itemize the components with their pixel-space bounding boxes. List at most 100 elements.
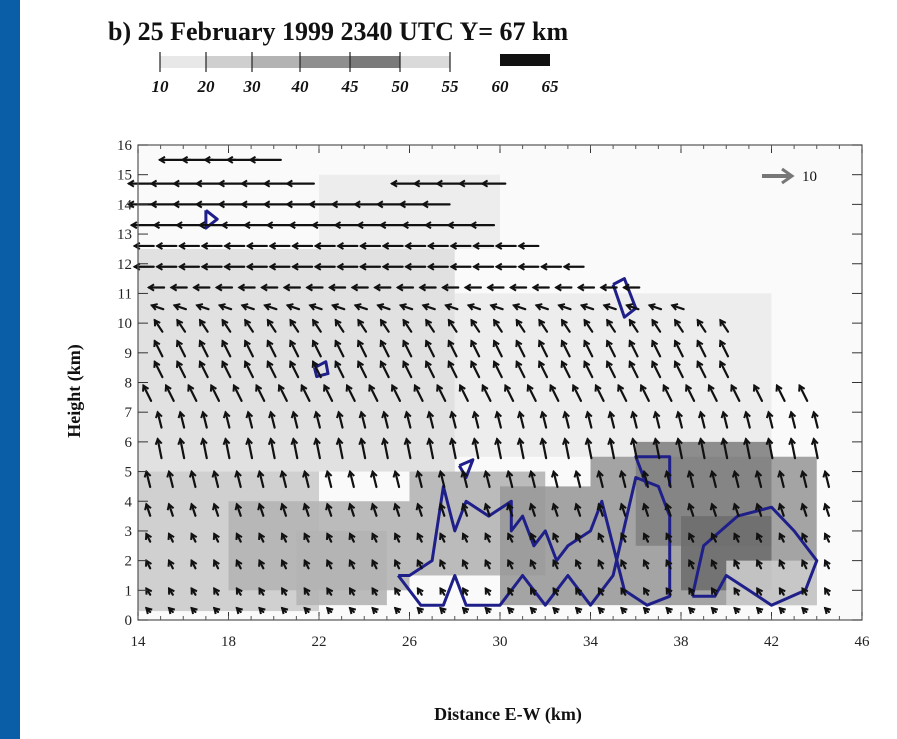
wind-vector <box>674 319 684 333</box>
wind-vector <box>235 470 242 489</box>
wind-vector <box>439 503 446 517</box>
wind-arrowhead <box>506 532 514 541</box>
wind-arrowhead <box>710 532 718 541</box>
wind-arrowhead <box>778 532 786 541</box>
wind-vector <box>824 470 831 489</box>
wind-arrowhead <box>358 437 367 446</box>
wind-vector <box>620 503 627 517</box>
wind-vector <box>145 470 152 489</box>
wind-vector <box>552 470 559 489</box>
wind-vector <box>425 360 435 379</box>
wind-arrowhead <box>469 221 477 230</box>
wind-vector <box>518 411 525 429</box>
wind-arrowhead <box>435 179 443 188</box>
wind-vector <box>778 503 785 517</box>
wind-arrowhead <box>484 606 492 615</box>
wind-arrowhead <box>641 502 650 511</box>
wind-vector <box>648 304 663 311</box>
wind-arrowhead <box>311 339 319 348</box>
wind-arrowhead <box>550 469 559 478</box>
wind-arrowhead <box>223 262 231 271</box>
wind-vector <box>428 411 435 429</box>
wind-arrowhead <box>245 262 254 271</box>
y-tick-label: 5 <box>125 465 133 481</box>
wind-vector <box>594 384 605 402</box>
wind-arrowhead <box>628 360 636 368</box>
wind-arrowhead <box>285 303 294 311</box>
wind-arrowhead <box>798 383 806 392</box>
x-tick-label: 14 <box>131 634 147 650</box>
wind-arrowhead <box>368 383 376 392</box>
wind-arrowhead <box>426 241 435 250</box>
wind-vector <box>450 438 457 460</box>
colorbar-swatch <box>252 56 300 68</box>
wind-arrowhead <box>466 303 475 311</box>
wind-arrowhead <box>492 339 500 348</box>
wind-arrowhead <box>277 383 285 392</box>
wind-arrowhead <box>217 200 225 209</box>
wind-vector <box>399 304 414 311</box>
wind-arrowhead <box>707 383 715 392</box>
wind-arrowhead <box>265 221 274 230</box>
wind-arrowhead <box>369 469 378 478</box>
wind-vector <box>198 360 209 379</box>
wind-arrowhead <box>823 558 831 567</box>
wind-arrowhead <box>180 155 189 164</box>
wind-vector <box>628 340 639 358</box>
wind-arrowhead <box>243 360 251 368</box>
wind-arrowhead <box>538 318 546 327</box>
wind-arrowhead <box>515 339 523 348</box>
wind-arrowhead <box>380 437 389 446</box>
wind-arrowhead <box>625 303 634 311</box>
wind-arrowhead <box>709 502 718 511</box>
x-tick-label: 30 <box>493 634 508 650</box>
wind-vector <box>733 503 740 517</box>
wind-vector <box>360 411 367 429</box>
wind-vector <box>654 438 661 460</box>
reflectivity-contour <box>690 505 819 607</box>
wind-arrowhead <box>515 318 523 327</box>
wind-vector <box>676 411 683 429</box>
wind-vector <box>263 304 278 311</box>
wind-vector <box>244 360 254 379</box>
wind-arrowhead <box>493 318 501 327</box>
figure-panel: b) 25 February 1999 2340 UTC Y= 67 km 10… <box>20 0 897 739</box>
wind-arrowhead <box>311 360 319 368</box>
wind-vector <box>470 360 481 379</box>
wind-arrowhead <box>489 303 498 311</box>
wind-vector <box>801 503 808 517</box>
wind-arrowhead <box>439 558 447 567</box>
wind-vector <box>292 411 299 429</box>
wind-arrowhead <box>684 383 693 392</box>
wind-arrowhead <box>823 606 832 615</box>
wind-vector <box>292 438 299 460</box>
wind-arrowhead <box>562 410 570 419</box>
wind-arrowhead <box>801 606 809 615</box>
colorbar-swatch <box>400 56 450 68</box>
wind-arrowhead <box>257 502 265 511</box>
x-tick-label: 38 <box>674 634 689 650</box>
wind-arrowhead <box>516 410 525 419</box>
wind-arrowhead <box>268 241 277 250</box>
wind-arrowhead <box>480 179 489 188</box>
wind-vector <box>266 360 277 379</box>
wind-vector <box>730 384 741 402</box>
wind-vector <box>314 438 321 460</box>
wind-arrowhead <box>198 360 206 368</box>
wind-vector <box>176 319 187 333</box>
wind-arrowhead <box>605 339 613 348</box>
wind-vector <box>289 319 300 333</box>
wind-vector <box>244 319 254 333</box>
wind-vector <box>575 503 582 517</box>
wind-vector <box>696 340 707 358</box>
wind-arrowhead <box>560 339 568 348</box>
wind-vector <box>688 470 695 489</box>
wind-arrowhead <box>221 318 229 327</box>
wind-arrowhead <box>622 283 630 292</box>
wind-arrowhead <box>235 558 243 567</box>
wind-arrowhead <box>325 532 333 541</box>
wind-arrowhead <box>192 283 200 292</box>
wind-vector <box>269 411 276 429</box>
wind-arrowhead <box>152 221 161 230</box>
wind-arrowhead <box>356 360 365 368</box>
